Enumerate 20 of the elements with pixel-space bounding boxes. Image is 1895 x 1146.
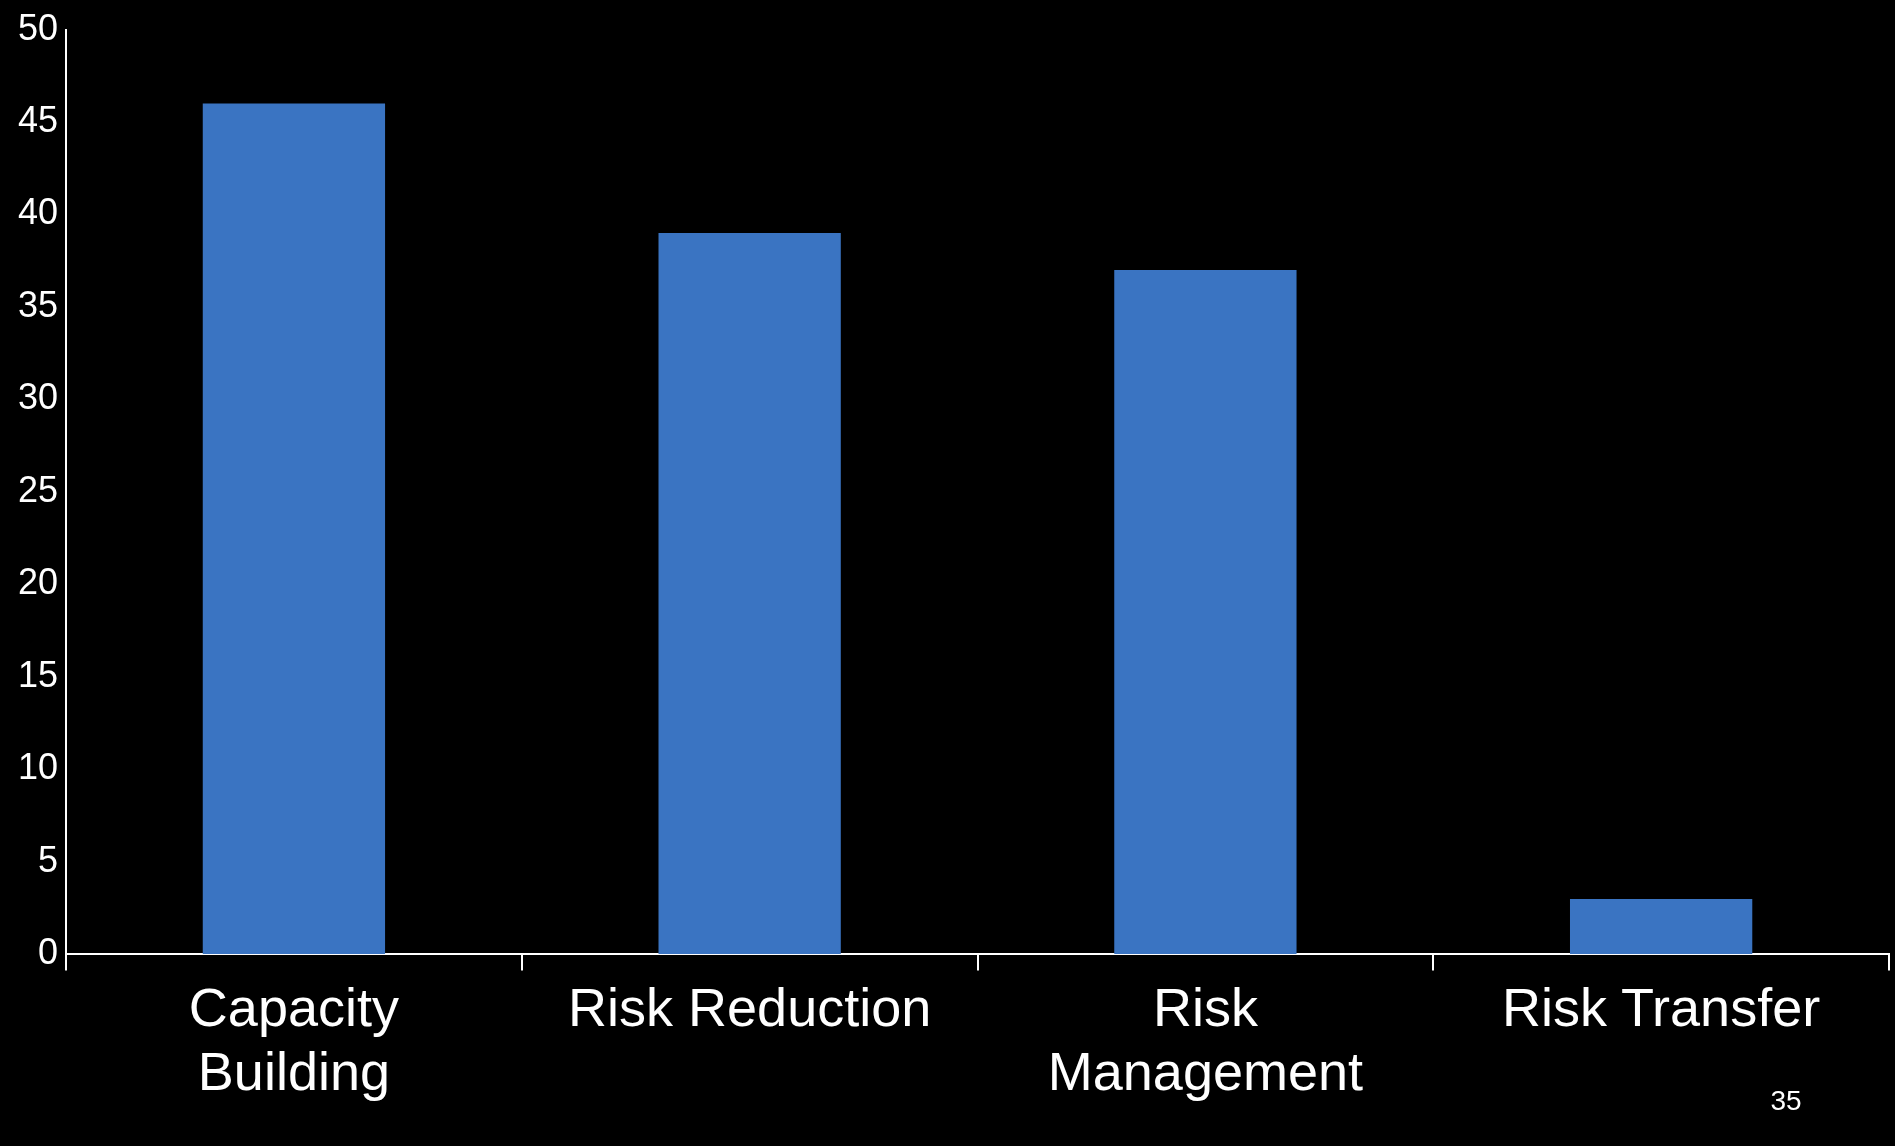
text: 35 bbox=[1770, 1084, 1802, 1116]
y-tick-label: 30 bbox=[18, 376, 59, 418]
y-tick-label: 40 bbox=[18, 191, 59, 233]
y-tick-label: 0 bbox=[38, 931, 59, 973]
y-tick-label: 20 bbox=[18, 561, 59, 603]
x-tick-label: Risk Reduction bbox=[568, 976, 932, 1037]
y-tick-label: 15 bbox=[18, 653, 59, 695]
y-tick-label: 25 bbox=[18, 468, 59, 510]
x-tick-label: Risk Management bbox=[1047, 976, 1363, 1102]
bar bbox=[202, 103, 386, 954]
y-tick-label: 50 bbox=[18, 6, 59, 48]
x-tick-label: Risk Transfer bbox=[1502, 976, 1821, 1037]
bar bbox=[658, 233, 841, 954]
x-tick-label: Capacity Building bbox=[188, 976, 399, 1102]
y-tick-label: 45 bbox=[18, 99, 59, 140]
bar bbox=[1114, 270, 1297, 954]
y-tick-label: 35 bbox=[18, 283, 59, 325]
y-tick-label: 10 bbox=[18, 746, 59, 788]
bar bbox=[1569, 898, 1753, 954]
y-tick-label: 5 bbox=[38, 838, 59, 880]
